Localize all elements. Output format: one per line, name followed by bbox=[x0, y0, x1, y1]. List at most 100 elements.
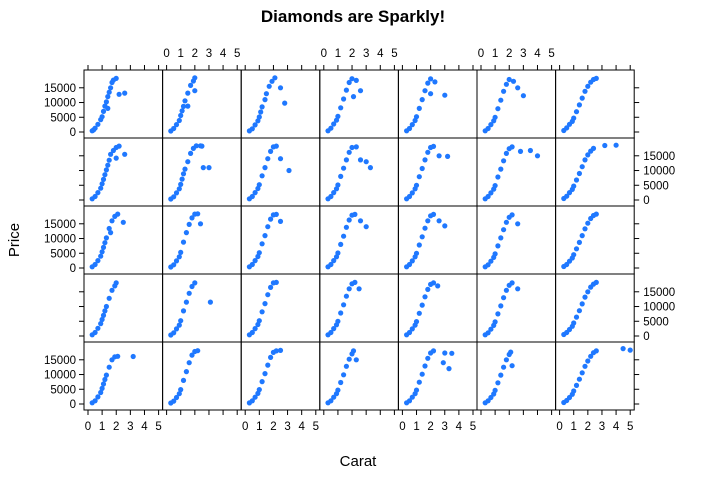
data-point bbox=[100, 176, 107, 182]
x-tick-label: 4 bbox=[377, 48, 384, 60]
data-point bbox=[590, 145, 597, 151]
x-tick-label: 0 bbox=[399, 421, 405, 433]
panel-r1-c3 bbox=[325, 144, 373, 202]
data-point bbox=[113, 155, 119, 161]
data-point bbox=[517, 148, 524, 154]
data-point bbox=[593, 75, 599, 81]
data-point bbox=[571, 320, 577, 326]
data-point bbox=[108, 230, 114, 236]
data-point bbox=[510, 78, 517, 84]
data-point bbox=[171, 330, 177, 336]
chart-title: Diamonds are Sparkly! bbox=[261, 7, 445, 26]
data-point bbox=[193, 143, 199, 149]
panel-r2-c4 bbox=[404, 211, 448, 270]
data-point bbox=[335, 113, 341, 119]
data-point bbox=[186, 290, 192, 296]
data-point bbox=[627, 347, 633, 353]
x-tick-label: 3 bbox=[442, 421, 448, 433]
data-point bbox=[416, 310, 422, 316]
data-point bbox=[588, 353, 594, 359]
data-point bbox=[534, 153, 541, 159]
data-point bbox=[492, 183, 498, 189]
data-point bbox=[582, 88, 588, 94]
data-point bbox=[331, 121, 337, 127]
data-point bbox=[422, 294, 428, 300]
panel-r3-c1 bbox=[168, 280, 213, 338]
data-point bbox=[582, 363, 588, 369]
data-point bbox=[180, 103, 187, 109]
y-tick-label: 0 bbox=[70, 399, 76, 411]
data-point bbox=[180, 308, 187, 314]
data-point bbox=[182, 98, 188, 104]
data-point bbox=[503, 150, 509, 156]
data-point bbox=[416, 242, 422, 248]
data-point bbox=[252, 258, 258, 264]
x-tick-label: 0 bbox=[85, 421, 91, 433]
panel-r3-c0 bbox=[89, 280, 119, 338]
data-point bbox=[282, 100, 288, 106]
data-point bbox=[103, 372, 109, 378]
panel-r2-c2 bbox=[246, 211, 284, 270]
data-point bbox=[579, 370, 585, 376]
data-point bbox=[108, 151, 114, 157]
data-point bbox=[503, 357, 509, 363]
data-point bbox=[501, 364, 507, 370]
data-point bbox=[585, 220, 591, 226]
data-point bbox=[331, 394, 337, 400]
data-point bbox=[103, 99, 109, 105]
data-point bbox=[350, 94, 357, 100]
data-point bbox=[435, 283, 441, 289]
data-point bbox=[259, 104, 265, 110]
data-point bbox=[425, 355, 431, 361]
x-tick-label: 4 bbox=[534, 48, 541, 60]
data-point bbox=[199, 143, 205, 149]
data-point bbox=[341, 165, 347, 171]
data-point bbox=[515, 221, 521, 227]
data-point bbox=[422, 88, 428, 94]
data-point bbox=[593, 279, 599, 285]
data-point bbox=[262, 301, 268, 307]
data-point bbox=[188, 150, 194, 156]
panel-r1-c0 bbox=[89, 143, 128, 202]
data-point bbox=[99, 385, 105, 391]
data-point bbox=[503, 219, 509, 225]
data-point bbox=[425, 149, 431, 155]
data-point bbox=[171, 398, 177, 404]
panel-r0-c4 bbox=[404, 76, 448, 134]
data-point bbox=[442, 92, 448, 98]
data-point bbox=[442, 350, 448, 356]
y-tick-label: 10000 bbox=[643, 302, 675, 314]
data-point bbox=[197, 221, 204, 227]
data-point bbox=[352, 279, 358, 285]
data-point bbox=[419, 371, 425, 377]
data-point bbox=[176, 254, 182, 260]
data-point bbox=[256, 387, 262, 393]
x-tick-label: 5 bbox=[548, 48, 554, 60]
data-point bbox=[346, 217, 352, 223]
data-point bbox=[102, 172, 108, 178]
data-point bbox=[273, 211, 279, 217]
data-point bbox=[185, 159, 191, 165]
panel-r0-c3 bbox=[325, 76, 364, 134]
data-point bbox=[573, 314, 580, 320]
y-tick-label: 5000 bbox=[50, 248, 76, 260]
data-point bbox=[180, 171, 187, 177]
data-point bbox=[256, 182, 262, 188]
data-point bbox=[346, 356, 352, 362]
data-point bbox=[180, 239, 187, 245]
y-tick-label: 0 bbox=[643, 195, 649, 207]
x-tick-label: 1 bbox=[492, 48, 498, 60]
data-point bbox=[576, 170, 583, 177]
data-point bbox=[269, 78, 275, 84]
data-point bbox=[406, 125, 413, 132]
data-point bbox=[195, 348, 201, 354]
x-tick-label: 0 bbox=[163, 48, 169, 60]
data-point bbox=[343, 293, 349, 299]
data-point bbox=[422, 225, 428, 231]
data-point bbox=[488, 190, 494, 196]
data-point bbox=[171, 125, 177, 132]
x-axis-title: Carat bbox=[340, 453, 378, 470]
data-point bbox=[343, 157, 349, 163]
data-point bbox=[341, 302, 347, 308]
